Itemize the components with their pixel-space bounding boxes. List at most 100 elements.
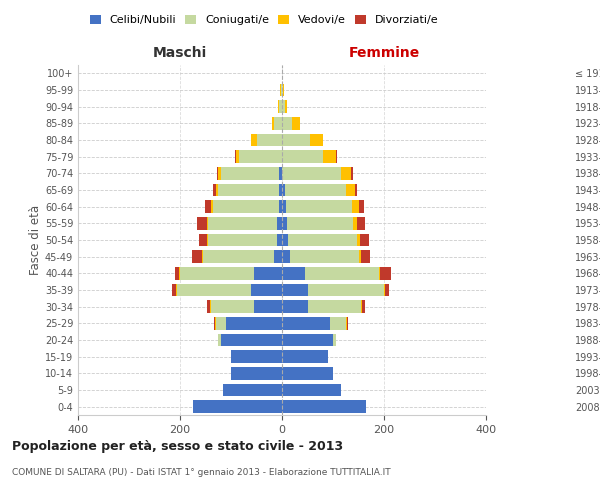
- Bar: [272, 117, 274, 130]
- Bar: [385, 284, 389, 296]
- Bar: [380, 267, 391, 280]
- Bar: [231, 350, 282, 363]
- Bar: [178, 284, 251, 296]
- Bar: [282, 284, 308, 296]
- Bar: [215, 317, 216, 330]
- Bar: [352, 200, 359, 213]
- Bar: [282, 384, 341, 396]
- Bar: [216, 317, 226, 330]
- Bar: [254, 300, 282, 313]
- Bar: [323, 150, 335, 163]
- Text: Femmine: Femmine: [349, 46, 419, 60]
- Bar: [286, 200, 352, 213]
- Bar: [331, 317, 346, 330]
- Bar: [207, 300, 209, 313]
- Bar: [235, 150, 236, 163]
- Bar: [197, 217, 206, 230]
- Bar: [310, 134, 323, 146]
- Bar: [207, 234, 208, 246]
- Y-axis label: Fasce di età: Fasce di età: [29, 205, 42, 275]
- Bar: [347, 317, 348, 330]
- Bar: [282, 200, 286, 213]
- Bar: [274, 117, 282, 130]
- Bar: [283, 84, 284, 96]
- Bar: [193, 400, 282, 413]
- Bar: [346, 317, 347, 330]
- Bar: [209, 300, 211, 313]
- Bar: [308, 300, 361, 313]
- Bar: [384, 284, 385, 296]
- Bar: [218, 167, 221, 179]
- Bar: [213, 200, 280, 213]
- Bar: [203, 250, 274, 263]
- Bar: [211, 300, 254, 313]
- Bar: [379, 267, 380, 280]
- Bar: [277, 234, 282, 246]
- Bar: [172, 284, 176, 296]
- Bar: [280, 184, 282, 196]
- Bar: [281, 84, 282, 96]
- Bar: [254, 267, 282, 280]
- Text: Popolazione per età, sesso e stato civile - 2013: Popolazione per età, sesso e stato civil…: [12, 440, 343, 453]
- Bar: [280, 200, 282, 213]
- Bar: [288, 234, 357, 246]
- Bar: [282, 400, 366, 413]
- Bar: [292, 117, 300, 130]
- Bar: [213, 184, 216, 196]
- Bar: [175, 267, 179, 280]
- Bar: [282, 150, 323, 163]
- Bar: [218, 184, 280, 196]
- Bar: [251, 134, 257, 146]
- Bar: [282, 250, 290, 263]
- Bar: [333, 334, 335, 346]
- Bar: [257, 134, 282, 146]
- Bar: [359, 234, 369, 246]
- Bar: [361, 300, 362, 313]
- Bar: [231, 367, 282, 380]
- Bar: [282, 167, 341, 179]
- Bar: [282, 184, 284, 196]
- Bar: [274, 250, 282, 263]
- Bar: [221, 334, 282, 346]
- Bar: [221, 167, 280, 179]
- Text: Maschi: Maschi: [153, 46, 207, 60]
- Bar: [362, 300, 365, 313]
- Bar: [351, 167, 353, 179]
- Bar: [357, 234, 359, 246]
- Bar: [282, 234, 288, 246]
- Bar: [208, 234, 277, 246]
- Legend: Celibi/Nubili, Coniugati/e, Vedovi/e, Divorziati/e: Celibi/Nubili, Coniugati/e, Vedovi/e, Di…: [85, 10, 443, 30]
- Bar: [282, 350, 328, 363]
- Bar: [199, 234, 207, 246]
- Bar: [282, 134, 310, 146]
- Bar: [208, 217, 277, 230]
- Bar: [282, 300, 308, 313]
- Bar: [290, 250, 359, 263]
- Bar: [180, 267, 254, 280]
- Bar: [239, 150, 282, 163]
- Bar: [251, 284, 282, 296]
- Bar: [280, 100, 282, 113]
- Bar: [287, 217, 353, 230]
- Bar: [359, 200, 364, 213]
- Bar: [236, 150, 239, 163]
- Bar: [176, 284, 178, 296]
- Bar: [359, 250, 361, 263]
- Bar: [282, 267, 305, 280]
- Bar: [282, 317, 331, 330]
- Bar: [282, 100, 284, 113]
- Bar: [218, 334, 221, 346]
- Bar: [284, 184, 346, 196]
- Bar: [192, 250, 202, 263]
- Bar: [226, 317, 282, 330]
- Bar: [346, 184, 355, 196]
- Bar: [353, 217, 358, 230]
- Bar: [282, 334, 333, 346]
- Bar: [305, 267, 379, 280]
- Bar: [361, 250, 370, 263]
- Bar: [202, 250, 203, 263]
- Bar: [223, 384, 282, 396]
- Bar: [280, 167, 282, 179]
- Bar: [278, 100, 280, 113]
- Bar: [358, 217, 365, 230]
